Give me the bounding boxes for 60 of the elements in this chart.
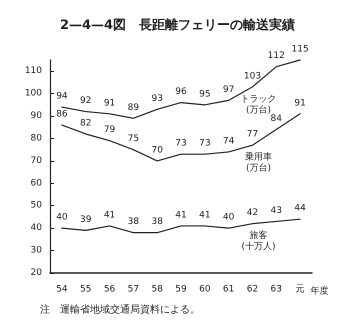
data-label: 42 [246,208,258,218]
data-label: 38 [151,217,164,228]
data-label: 70 [151,145,164,156]
data-label: 95 [199,89,211,100]
data-label: 94 [56,92,68,102]
y-tick-label: 50 [30,200,42,211]
chart-title: 2—4—4図 長距離フェリーの輸送実績 [60,17,296,33]
data-label: 103 [244,71,262,82]
y-tick-label: 80 [30,133,42,144]
data-label: 73 [175,138,187,149]
data-label: 82 [80,118,92,128]
x-tick-label: 54 [56,284,68,294]
data-label: 41 [199,210,211,220]
x-tick-label: 58 [151,284,164,294]
data-label: 79 [104,125,116,136]
data-label: 43 [270,206,282,216]
data-label: 74 [222,136,235,146]
data-label: 86 [56,110,68,120]
data-label: 91 [104,98,116,108]
data-label: 92 [80,96,92,106]
data-label: 75 [128,134,140,144]
y-tick-label: 90 [30,111,42,122]
data-label: 96 [175,87,187,98]
x-tick-label: 元 [296,284,305,294]
y-tick-label: 30 [30,246,42,256]
data-label: 38 [128,217,140,228]
data-label: 115 [291,44,309,54]
data-label: 41 [175,210,187,220]
series-label: 旅客 (十万人) [241,230,276,252]
text: 注 運輸省地域交通局資料による。 [40,304,200,316]
x-tick-label: 57 [128,284,140,294]
data-label: 91 [294,98,306,108]
data-label: 89 [128,102,140,113]
data-label: 112 [268,51,285,62]
data-label: 40 [56,212,68,223]
y-tick-label: 70 [30,156,42,166]
data-label: 97 [222,84,234,95]
data-label: 93 [151,94,163,104]
y-tick-label: 20 [30,268,42,278]
x-tick-label: 63 [270,284,282,294]
x-axis-title: 年度 [310,286,328,296]
x-tick-label: 62 [246,284,258,294]
x-tick-label: 55 [80,284,92,294]
series-label: 乗用車 (万台) [244,152,272,174]
y-tick-label: 100 [24,88,42,99]
data-label: 39 [80,214,92,225]
x-tick-label: 59 [175,284,187,294]
data-label: 77 [246,130,258,140]
data-label: 73 [199,138,211,149]
x-tick-label: 60 [199,284,211,294]
data-label: 41 [104,210,116,220]
y-tick-label: 60 [30,178,42,188]
x-tick-label: 56 [104,284,116,294]
data-label: 84 [270,114,282,124]
y-tick-label: 40 [30,223,42,234]
x-tick-label: 61 [222,284,234,294]
data-label: 44 [294,204,306,214]
series-label: トラック (万台) [240,94,276,116]
data-label: 40 [222,212,235,223]
y-tick-label: 110 [24,66,42,76]
